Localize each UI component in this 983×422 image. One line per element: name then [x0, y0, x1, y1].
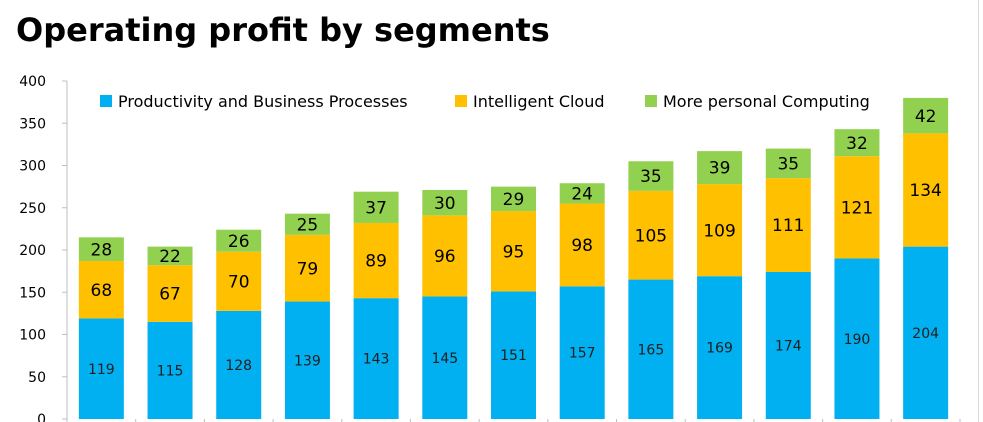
- data-label: 121: [841, 198, 873, 218]
- bar-segment: [216, 251, 262, 311]
- data-label: 70: [228, 272, 250, 292]
- bar-segment: [422, 296, 468, 419]
- data-label: 68: [91, 281, 113, 301]
- bar-segment: [422, 215, 468, 297]
- data-label: 39: [709, 159, 731, 179]
- y-tick-label: 300: [19, 159, 46, 175]
- y-tick-label: 250: [19, 201, 46, 217]
- data-label: 134: [909, 181, 941, 201]
- bar-segment: [628, 279, 674, 419]
- bar-segment: [216, 229, 262, 252]
- bar-segment: [697, 184, 743, 277]
- legend-swatch: [100, 95, 112, 107]
- bar-segment: [834, 156, 880, 259]
- data-label: 96: [434, 247, 456, 267]
- bar-segment: [765, 148, 811, 179]
- bar-segment: [147, 265, 193, 322]
- data-label: 157: [569, 346, 596, 362]
- bar-segment: [697, 276, 743, 419]
- bar-segment: [78, 318, 124, 419]
- chart-border: [978, 0, 979, 422]
- bar-segment: [147, 321, 193, 419]
- data-label: 109: [703, 221, 735, 241]
- data-label: 165: [638, 342, 665, 358]
- data-label: 128: [225, 358, 252, 374]
- bar-segment: [353, 298, 399, 419]
- legend-label: Productivity and Business Processes: [118, 92, 408, 111]
- bar-segment: [697, 151, 743, 185]
- bar-segment: [353, 222, 399, 299]
- bar-segment: [903, 133, 949, 247]
- data-label: 26: [228, 232, 250, 252]
- y-tick-label: 0: [37, 412, 46, 422]
- data-label: 139: [294, 353, 321, 369]
- data-label: 79: [297, 259, 319, 279]
- bar-segment: [353, 191, 399, 223]
- data-label: 35: [640, 167, 662, 187]
- data-label: 115: [157, 363, 184, 379]
- data-label: 24: [571, 185, 593, 205]
- data-label: 37: [365, 198, 387, 218]
- legend-swatch: [645, 95, 657, 107]
- bar-segment: [765, 178, 811, 272]
- data-label: 119: [88, 362, 115, 378]
- bar-segment: [559, 183, 605, 204]
- data-label: 151: [500, 348, 527, 364]
- data-label: 89: [365, 252, 387, 272]
- data-label: 143: [363, 352, 390, 368]
- data-label: 29: [503, 190, 525, 210]
- data-label: 32: [846, 134, 868, 154]
- data-label: 98: [571, 236, 593, 256]
- bar-segment: [559, 286, 605, 419]
- data-label: 35: [777, 155, 799, 175]
- bar-segment: [284, 234, 330, 302]
- data-label: 28: [91, 240, 113, 260]
- bar-segment: [422, 190, 468, 216]
- data-label: 67: [159, 285, 181, 305]
- bar-segment: [216, 310, 262, 419]
- y-tick-label: 50: [28, 370, 46, 386]
- bar-segment: [628, 190, 674, 280]
- bar-segment: [284, 213, 330, 235]
- bar-segment: [147, 246, 193, 266]
- data-label: 105: [635, 226, 667, 246]
- data-label: 145: [431, 351, 458, 367]
- legend-swatch: [455, 95, 467, 107]
- bar-segment: [284, 301, 330, 419]
- bar-segment: [765, 271, 811, 419]
- y-tick-label: 350: [19, 116, 46, 132]
- data-label: 190: [844, 332, 871, 348]
- data-label: 42: [915, 107, 937, 127]
- y-tick-label: 200: [19, 243, 46, 259]
- data-label: 111: [772, 216, 804, 236]
- bar-segment: [491, 211, 536, 292]
- bar-segment: [903, 246, 949, 419]
- bar-segment: [78, 260, 124, 319]
- legend-label: More personal Computing: [663, 92, 870, 111]
- legend-label: Intelligent Cloud: [473, 92, 605, 111]
- y-tick-label: 400: [19, 74, 46, 90]
- bar-segment: [559, 203, 605, 287]
- bar-segment: [834, 258, 880, 419]
- data-label: 169: [706, 341, 733, 357]
- chart-title: Operating profit by segments: [16, 11, 550, 49]
- y-tick-label: 100: [19, 328, 46, 344]
- data-label: 25: [297, 215, 319, 235]
- data-label: 95: [503, 242, 525, 262]
- data-label: 30: [434, 194, 456, 214]
- bar-segment: [491, 291, 536, 419]
- data-label: 204: [912, 326, 939, 342]
- y-tick-label: 150: [19, 285, 46, 301]
- bar-segment: [903, 97, 949, 134]
- bar-segment: [491, 186, 536, 212]
- bar-segment: [628, 161, 674, 191]
- bar-segment: [834, 129, 880, 157]
- bar-segment: [78, 237, 124, 261]
- data-label: 174: [775, 339, 802, 355]
- data-label: 22: [159, 247, 181, 267]
